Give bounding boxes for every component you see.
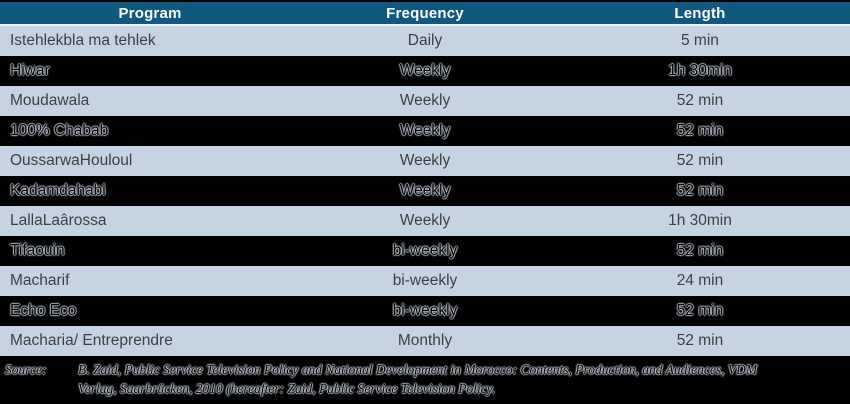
table-row: 100% Chabab Weekly 52 min [0,116,850,146]
table-row: Moudawala Weekly 52 min [0,86,850,116]
frequency-cell: Daily [407,32,443,49]
frequency-cell: Weekly [399,92,451,109]
program-cell: Echo Eco [10,302,77,319]
citation-publisher: , VDM [721,362,758,377]
citation-short-title: Public Service Television Policy [318,381,493,396]
column-header-frequency: Frequency [386,4,464,22]
frequency-cell: Weekly [399,182,451,199]
frequency-cell: Weekly [399,62,451,79]
length-cell: 1h 30min [668,62,732,79]
frequency-cell: Weekly [399,122,451,139]
program-cell: Istehlekbla ma tehlek [10,32,156,49]
program-cell: LallaLaârossa [10,212,107,229]
program-cell: OussarwaHouloul [10,152,133,169]
length-cell: 52 min [676,92,724,109]
length-cell: 1h 30min [668,212,732,229]
table-row: Echo Eco bi-weekly 52 min [0,296,850,326]
length-cell: 52 min [676,302,724,319]
frequency-cell: bi-weekly [392,272,458,289]
program-cell: Hiwar [10,62,50,79]
table-row: LallaLaârossa Weekly 1h 30min [0,206,850,236]
length-cell: 52 min [676,182,724,199]
citation-author: B. Zaid, [78,362,125,377]
table-row: OussarwaHouloul Weekly 52 min [0,146,850,176]
length-cell: 24 min [676,272,724,289]
citation-publisher-city: Verlag, Saarbrücken, 2010 (hereafter: Za… [78,381,319,396]
frequency-cell: Weekly [399,212,451,229]
table-row: Tifaouin bi-weekly 52 min [0,236,850,266]
citation-title: Public Service Television Policy and Nat… [124,362,722,377]
table-row: Kadamdahabi Weekly 52 min [0,176,850,206]
length-cell: 52 min [676,152,724,169]
source-line-2: Verlag, Saarbrücken, 2010 (hereafter: Za… [78,379,846,398]
source-citation: B. Zaid, Public Service Television Polic… [78,360,850,398]
program-cell: 100% Chabab [10,122,109,139]
program-cell: Moudawala [10,92,90,109]
frequency-cell: bi-weekly [392,302,458,319]
table-header-row: Program Frequency Length [0,0,850,26]
length-cell: 5 min [681,32,719,49]
table-row: Istehlekbla ma tehlek Daily 5 min [0,26,850,56]
program-cell: Macharia/ Entreprendre [10,332,173,349]
program-cell: Kadamdahabi [10,182,106,199]
program-cell: Tifaouin [10,242,65,259]
length-cell: 52 min [676,332,724,349]
length-cell: 52 min [676,242,724,259]
frequency-cell: Weekly [399,152,451,169]
citation-end: . [492,381,496,396]
table-row: Hiwar Weekly 1h 30min [0,56,850,86]
table-row: Macharif bi-weekly 24 min [0,266,850,296]
program-cell: Macharif [10,272,70,289]
source-label: Source: [5,362,47,377]
frequency-cell: bi-weekly [392,242,458,259]
column-header-program: Program [118,4,182,22]
frequency-cell: Monthly [397,332,453,349]
source-line-1: B. Zaid, Public Service Television Polic… [78,360,846,379]
table-row: Macharia/ Entreprendre Monthly 52 min [0,326,850,356]
source-footer: Source: B. Zaid, Public Service Televisi… [0,356,850,404]
length-cell: 52 min [676,122,724,139]
column-header-length: Length [674,4,726,22]
